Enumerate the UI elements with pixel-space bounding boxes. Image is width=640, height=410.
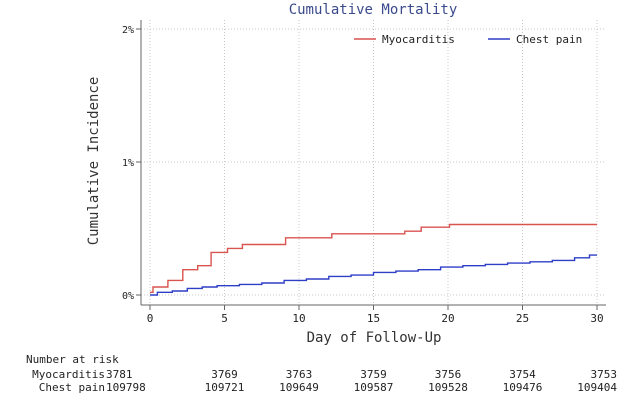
x-axis-label: Day of Follow-Up: [307, 330, 442, 346]
risk-count: 109476: [503, 381, 543, 394]
x-tick-label: 0: [147, 312, 154, 325]
risk-count: 3763: [286, 368, 313, 381]
risk-count: 109721: [205, 381, 245, 394]
risk-table-heading: Number at risk: [26, 353, 119, 366]
risk-count: 3756: [435, 368, 462, 381]
axes-layer: 0 5 10 15 20 25 30 0% 1% 2%: [122, 20, 606, 325]
x-tick-label: 5: [221, 312, 228, 325]
risk-count: 3754: [509, 368, 536, 381]
risk-count: 109528: [428, 381, 468, 394]
series-line-chest-pain: [150, 254, 597, 296]
y-axis-label: Cumulative Incidence: [86, 77, 102, 246]
x-tick-label: 25: [516, 312, 529, 325]
risk-count: 109587: [354, 381, 394, 394]
risk-count: 109649: [279, 381, 319, 394]
risk-count: 3769: [211, 368, 238, 381]
series-line-myocarditis: [150, 223, 597, 293]
x-tick-label: 30: [590, 312, 603, 325]
risk-count: 3753: [591, 368, 618, 381]
x-tick-label: 10: [292, 312, 305, 325]
risk-row-label: Myocarditis: [32, 368, 105, 381]
risk-count: 109798: [106, 381, 146, 394]
chart-title: Cumulative Mortality: [289, 2, 458, 18]
y-tick-label: 2%: [122, 25, 134, 36]
risk-count: 3759: [360, 368, 387, 381]
x-tick-label: 20: [441, 312, 454, 325]
y-tick-label: 0%: [122, 291, 134, 302]
risk-row-label: Chest pain: [39, 381, 105, 394]
risk-count: 3781: [106, 368, 133, 381]
risk-count: 109404: [577, 381, 617, 394]
series-layer: [150, 223, 597, 296]
risk-table: Number at risk Myocarditis 3781 3769 3763 37…: [26, 353, 617, 394]
legend-label: Myocarditis: [382, 33, 455, 46]
y-tick-label: 1%: [122, 158, 134, 169]
legend-label: Chest pain: [516, 33, 582, 46]
grid-layer: [141, 20, 606, 305]
legend: Myocarditis Chest pain: [354, 33, 582, 46]
x-tick-label: 15: [367, 312, 380, 325]
